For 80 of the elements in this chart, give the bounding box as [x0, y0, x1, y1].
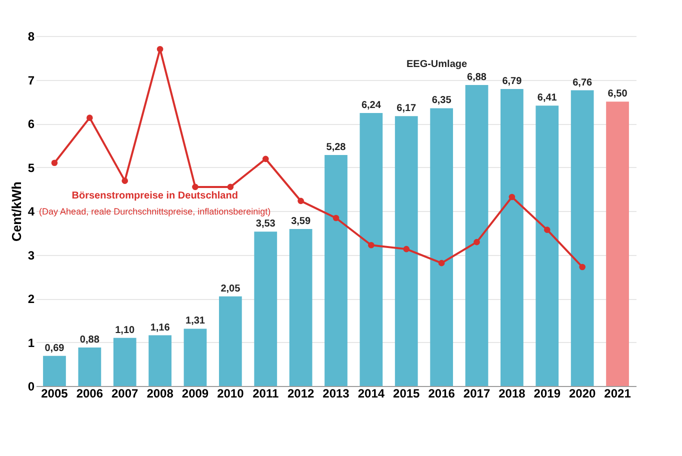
bar: [430, 108, 454, 386]
bar: [606, 102, 629, 386]
x-tick-label: 2013: [322, 386, 350, 400]
bar: [43, 356, 66, 386]
point: [332, 214, 340, 222]
x-tick-label: 2008: [146, 386, 174, 400]
bar: [360, 113, 383, 386]
data-label: 0,69: [44, 342, 65, 354]
y-tick-label: 4: [28, 204, 35, 218]
point: [544, 226, 550, 233]
x-tick-label: 2020: [568, 386, 596, 400]
point: [579, 264, 586, 270]
point: [403, 246, 410, 252]
x-tick-label: 2016: [428, 386, 456, 400]
bar: [289, 228, 312, 386]
point: [51, 160, 58, 166]
data-label: 6,17: [396, 103, 417, 114]
bar: [78, 348, 102, 386]
point: [262, 156, 269, 162]
data-label: 1,10: [115, 324, 136, 336]
bar: [394, 116, 418, 386]
y-tick-label: 5: [28, 160, 35, 175]
bar: [570, 90, 594, 386]
y-tick-label: 1: [28, 336, 35, 350]
x-tick-label: 2007: [112, 386, 139, 400]
point: [474, 238, 480, 246]
point: [122, 178, 128, 184]
bar: [184, 328, 207, 386]
y-tick-label: 0: [28, 380, 35, 394]
y-axis-title: Cent/kWh: [8, 181, 24, 242]
data-label: 6,88: [467, 72, 487, 83]
x-tick-label: 2014: [358, 386, 385, 400]
data-label: 6,35: [432, 95, 452, 106]
point: [438, 260, 445, 266]
bar: [324, 155, 348, 386]
data-label: 6,24: [361, 100, 382, 111]
point: [192, 184, 198, 190]
x-tick-label: 2017: [463, 386, 490, 400]
data-label: 3,53: [256, 218, 276, 230]
data-label: 3,59: [291, 216, 311, 227]
bar: [500, 88, 524, 386]
x-tick-label: 2018: [498, 386, 526, 400]
data-label: 0,88: [80, 334, 100, 346]
y-tick-label: 2: [28, 292, 35, 306]
series-label: EEG-Umlage: [406, 59, 468, 70]
data-label: 6,41: [537, 92, 558, 104]
y-tick-label: 7: [28, 73, 35, 88]
bar: [254, 232, 278, 386]
y-tick-label: 3: [28, 248, 35, 262]
point: [368, 242, 374, 248]
x-tick-label: 2019: [534, 386, 561, 400]
x-tick-label: 2009: [182, 386, 209, 400]
data-label: 6,50: [608, 88, 628, 100]
data-label: 2,05: [220, 283, 241, 294]
data-label: 6,79: [502, 76, 522, 87]
point: [298, 198, 304, 204]
x-tick-label: 2015: [393, 386, 420, 400]
point: [86, 114, 93, 121]
data-label: 1,16: [150, 322, 170, 334]
point: [156, 46, 164, 52]
y-tick-label: 6: [28, 117, 35, 131]
bar: [148, 335, 172, 386]
y-tick-label: 8: [28, 30, 35, 44]
point: [508, 194, 516, 200]
x-tick-label: 2012: [287, 386, 314, 400]
data-label: 6,76: [572, 77, 592, 88]
annotation: (Day Ahead, reale Durchschnittspreise, inflationsbereinigt): [39, 206, 271, 217]
bar: [465, 85, 488, 386]
bar: [218, 296, 242, 386]
point: [227, 184, 234, 190]
series-label: Börsenstrompreise in Deutschland: [72, 190, 238, 202]
x-tick-label: 2005: [41, 386, 68, 400]
bar: [113, 338, 136, 386]
data-label: 5,28: [326, 142, 346, 153]
bar: [536, 106, 559, 386]
data-label: 1,31: [186, 316, 206, 327]
x-tick-label: 2021: [604, 386, 632, 400]
x-tick-label: 2010: [217, 386, 244, 400]
x-tick-label: 2006: [76, 386, 104, 400]
x-tick-label: 2011: [252, 386, 279, 400]
